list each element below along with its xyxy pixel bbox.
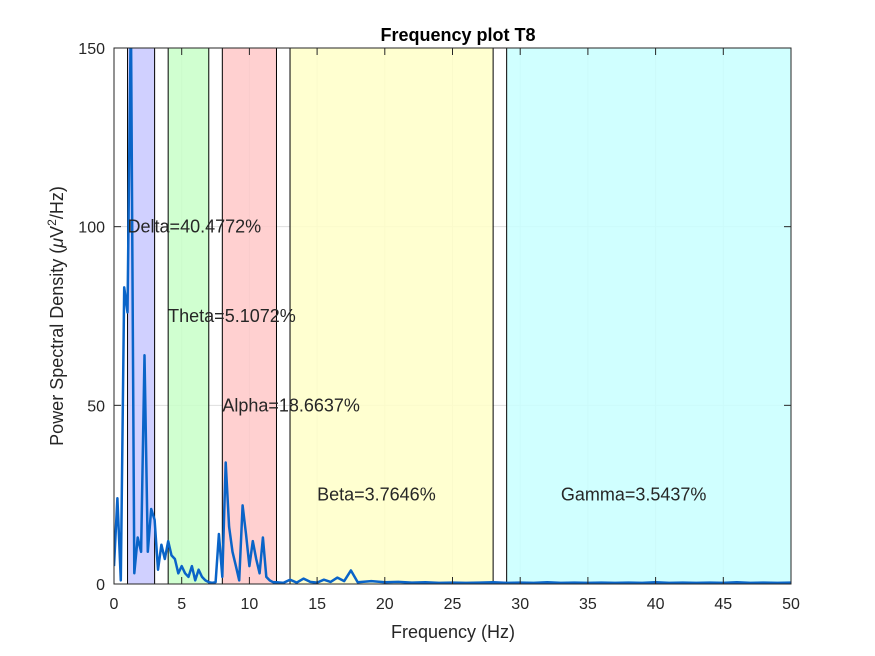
y-axis-label-prefix: Power Spectral Density (	[47, 248, 67, 446]
x-tick-label: 45	[714, 596, 732, 613]
band-theta	[167, 47, 210, 585]
band-label-theta: Theta=5.1072%	[168, 306, 296, 326]
y-axis-label: Power Spectral Density (μV2/Hz)	[45, 186, 67, 446]
band-label-delta: Delta=40.4772%	[128, 217, 262, 237]
y-axis-label-exponent: 2	[45, 219, 59, 226]
x-tick-label: 40	[647, 596, 665, 613]
y-axis-label-suffix: /Hz)	[47, 186, 67, 219]
band-gamma	[506, 47, 792, 585]
x-tick-label: 5	[177, 596, 186, 613]
band-label-alpha: Alpha=18.6637%	[222, 395, 360, 415]
band-label-beta: Beta=3.7646%	[317, 485, 436, 505]
y-tick-label: 50	[87, 398, 105, 415]
x-tick-label: 35	[579, 596, 597, 613]
y-tick-label: 150	[78, 41, 105, 58]
plot-area: Delta=40.4772% Theta=5.1072% Alpha=18.6637…	[78, 41, 800, 613]
y-axis-label-mu: μ	[47, 238, 67, 249]
x-tick-label: 10	[241, 596, 259, 613]
band-label-gamma: Gamma=3.5437%	[561, 485, 707, 505]
x-tick-label: 30	[511, 596, 529, 613]
y-tick-label: 0	[96, 577, 105, 594]
x-tick-label: 15	[308, 596, 326, 613]
y-axis-label-unit: V	[47, 226, 67, 238]
x-tick-label: 0	[110, 596, 119, 613]
x-tick-label: 25	[444, 596, 462, 613]
chart-title: Frequency plot T8	[380, 25, 535, 45]
x-tick-label: 20	[376, 596, 394, 613]
y-tick-label: 100	[78, 220, 105, 237]
x-axis-label: Frequency (Hz)	[391, 622, 515, 642]
x-tick-label: 50	[782, 596, 800, 613]
psd-series-line	[114, 48, 791, 584]
